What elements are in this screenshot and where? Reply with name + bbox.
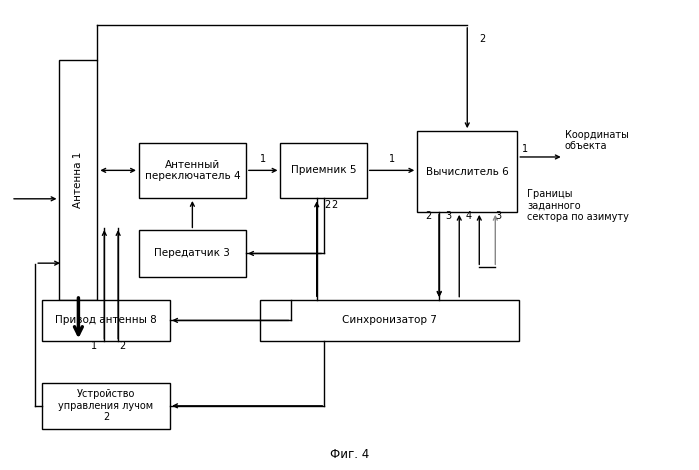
Text: 2: 2 <box>331 200 337 210</box>
Text: Синхронизатор 7: Синхронизатор 7 <box>342 315 437 325</box>
Bar <box>280 143 367 198</box>
Text: 2: 2 <box>119 341 125 351</box>
Text: Привод антенны 8: Привод антенны 8 <box>55 315 157 325</box>
Text: 1: 1 <box>389 154 395 164</box>
Text: 2: 2 <box>480 34 486 44</box>
Text: Фиг. 4: Фиг. 4 <box>330 448 369 461</box>
Text: 1: 1 <box>521 144 528 154</box>
Text: 1: 1 <box>260 154 266 164</box>
Text: Антенный
переключатель 4: Антенный переключатель 4 <box>145 160 240 181</box>
Text: Вычислитель 6: Вычислитель 6 <box>426 166 509 177</box>
Bar <box>139 230 246 276</box>
Text: 4: 4 <box>465 211 471 220</box>
Text: 2: 2 <box>324 200 330 210</box>
Bar <box>139 143 246 198</box>
Text: Координаты
объекта: Координаты объекта <box>565 130 629 151</box>
Text: Антенна 1: Антенна 1 <box>73 151 83 208</box>
Bar <box>417 131 517 212</box>
Text: Приемник 5: Приемник 5 <box>291 165 356 175</box>
Text: Границы
заданного
сектора по азимуту: Границы заданного сектора по азимуту <box>527 189 629 222</box>
Text: 2: 2 <box>425 211 431 220</box>
Bar <box>59 60 97 300</box>
Text: 3: 3 <box>445 211 452 220</box>
Bar <box>42 383 170 429</box>
Text: 3: 3 <box>495 211 501 220</box>
Bar <box>42 300 170 341</box>
Text: 1: 1 <box>91 341 97 351</box>
Text: Передатчик 3: Передатчик 3 <box>154 249 230 259</box>
Text: Устройство
управления лучом
2: Устройство управления лучом 2 <box>59 389 154 423</box>
Bar <box>260 300 519 341</box>
